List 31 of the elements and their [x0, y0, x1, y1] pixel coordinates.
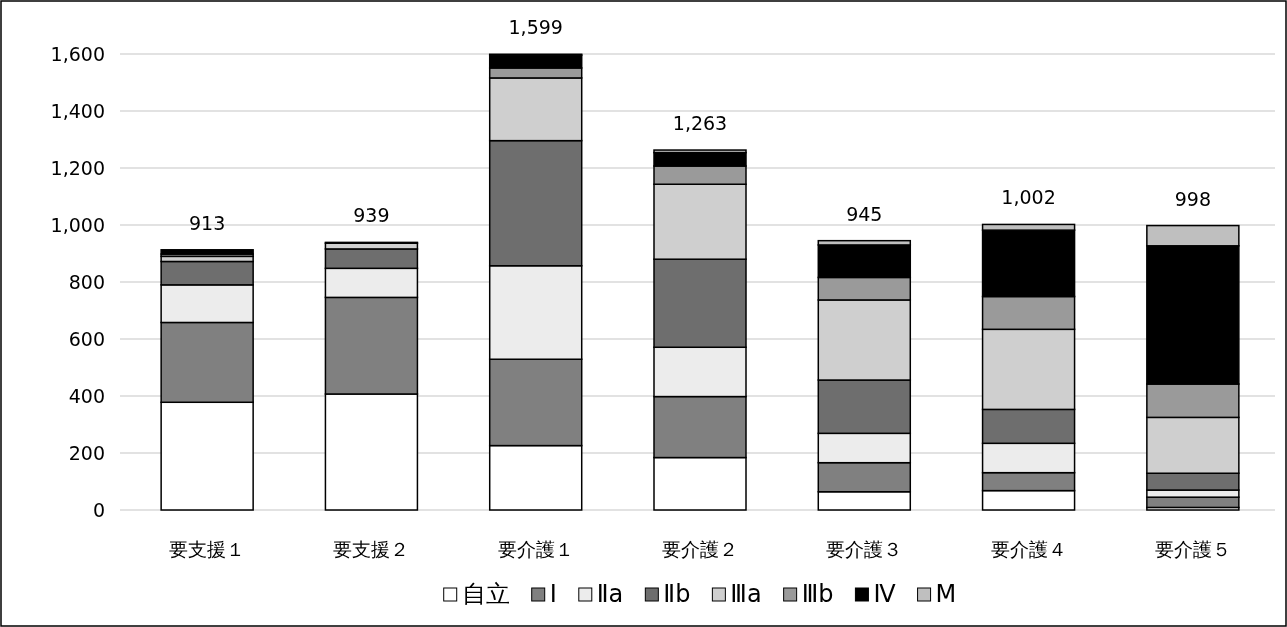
x-tick-label: 要介護５: [1154, 538, 1231, 560]
total-label: 1,002: [1001, 186, 1056, 209]
x-tick-label: 要介護２: [662, 538, 738, 560]
legend-label: Ⅳ: [873, 580, 896, 608]
x-tick-label: 要支援２: [333, 538, 410, 560]
y-tick-label: 400: [68, 385, 105, 407]
y-tick-label: 600: [68, 328, 105, 350]
legend-label: Ⅱa: [596, 580, 624, 608]
y-tick-label: 0: [92, 499, 105, 521]
y-tick-label: 1,400: [50, 100, 105, 122]
total-label: 913: [189, 211, 226, 234]
x-tick-label: 要介護１: [497, 538, 574, 560]
total-label: 939: [353, 204, 390, 227]
legend-label: M: [935, 580, 957, 608]
legend-label: 自立: [461, 580, 510, 608]
total-label: 1,263: [672, 112, 728, 135]
y-tick-label: 1,200: [50, 157, 105, 179]
x-tick-label: 要介護３: [826, 538, 903, 560]
y-tick-label: 800: [68, 271, 105, 293]
total-label: 998: [1174, 187, 1211, 210]
y-tick-label: 1,000: [50, 214, 105, 236]
total-label: 945: [846, 202, 883, 225]
legend-label: Ⅰ: [549, 580, 557, 608]
x-tick-label: 要支援１: [169, 538, 246, 560]
x-tick-label: 要介護４: [990, 538, 1067, 560]
legend-label: Ⅲb: [801, 580, 834, 608]
legend-label: Ⅱb: [663, 580, 691, 608]
legend-label: Ⅲa: [730, 580, 762, 608]
total-label: 1,599: [508, 16, 563, 39]
y-tick-label: 1,600: [50, 43, 105, 65]
y-tick-label: 200: [68, 442, 105, 464]
